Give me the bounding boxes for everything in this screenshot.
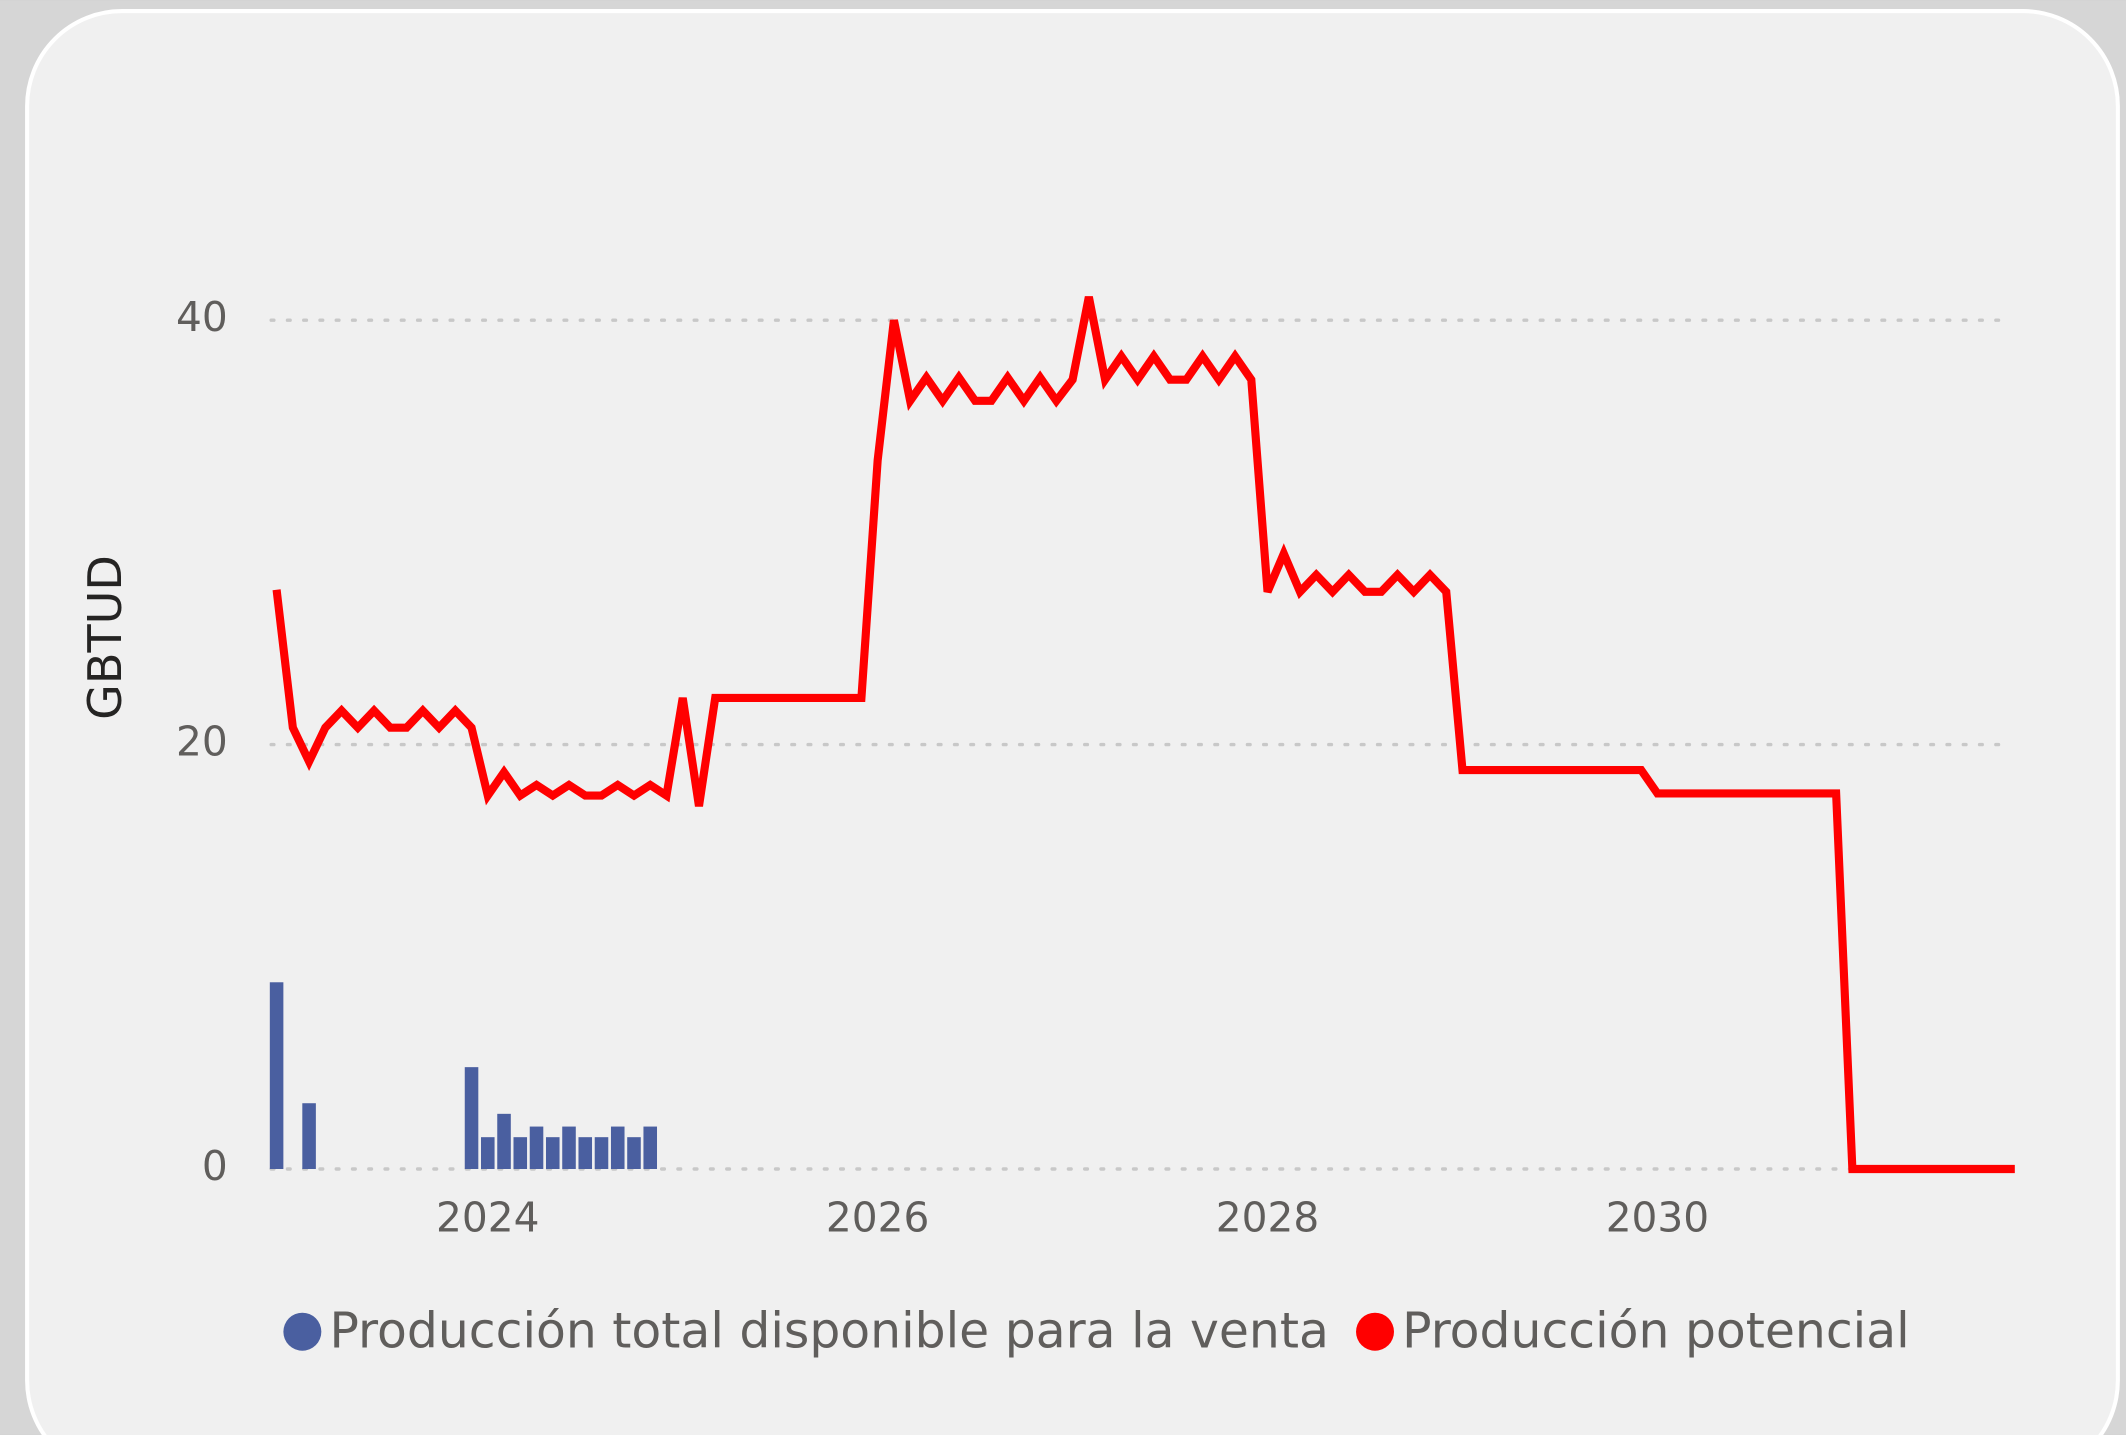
- y-tick-label: 40: [176, 293, 228, 341]
- legend-marker: [1356, 1312, 1394, 1351]
- legend-label: Producción potencial: [1402, 1302, 1910, 1359]
- x-tick-label: 2028: [1216, 1194, 1319, 1242]
- line: [272, 296, 2015, 1174]
- card: [25, 9, 2120, 1435]
- bar: [594, 1137, 609, 1170]
- bar: [464, 1067, 479, 1170]
- bar: [513, 1137, 528, 1170]
- bar: [610, 1126, 625, 1170]
- x-tick-label: 2030: [1606, 1194, 1709, 1242]
- y-tick-label: 20: [176, 718, 228, 766]
- y-tick-label: 0: [202, 1142, 228, 1190]
- legend-marker: [283, 1312, 322, 1351]
- legend-label: Producción total disponible para la vent…: [329, 1302, 1328, 1359]
- bar: [497, 1113, 511, 1170]
- bar: [545, 1137, 560, 1170]
- y-axis-label: GBTUD: [78, 555, 132, 720]
- bar: [643, 1126, 658, 1170]
- bar: [529, 1126, 544, 1170]
- bar: [269, 982, 284, 1170]
- bar: [302, 1103, 316, 1170]
- bar: [578, 1137, 593, 1170]
- x-tick-label: 2026: [826, 1194, 929, 1242]
- bar: [562, 1126, 576, 1170]
- bar: [627, 1137, 641, 1170]
- x-tick-label: 2024: [436, 1194, 539, 1242]
- bar: [481, 1137, 495, 1170]
